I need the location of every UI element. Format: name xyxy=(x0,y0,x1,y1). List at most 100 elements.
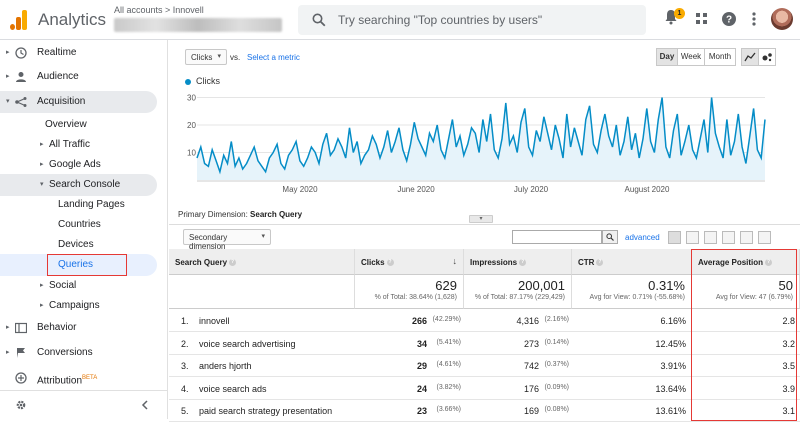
sidebar-footer xyxy=(0,390,167,419)
more-vert-icon[interactable] xyxy=(752,12,756,26)
chart-svg: 30 20 10 May 2020 June 2020 July 2020 August 2… xyxy=(187,94,766,194)
select-metric-link[interactable]: Select a metric xyxy=(247,53,300,62)
column-header-clicks[interactable]: Clicks? ↓ xyxy=(355,249,464,275)
column-header-search-query[interactable]: Search Query? xyxy=(169,249,355,275)
sidebar-item-label: Realtime xyxy=(37,47,77,58)
sidebar-item-attribution[interactable]: AttributionBETA xyxy=(0,367,157,389)
sidebar-item-google-ads[interactable]: ▸ Google Ads xyxy=(0,154,157,176)
search-icon xyxy=(312,13,326,27)
sidebar-item-behavior[interactable]: ▸ Behavior xyxy=(0,317,157,339)
clock-icon xyxy=(15,47,27,59)
clicks-cell: 23 xyxy=(416,406,427,416)
breadcrumb[interactable]: All accounts > Innovell xyxy=(114,5,204,15)
table-view-icon[interactable] xyxy=(668,231,681,244)
user-avatar[interactable] xyxy=(771,8,793,30)
sidebar-item-devices[interactable]: Devices xyxy=(0,234,157,256)
line-chart-icon xyxy=(744,52,756,62)
search-query-cell[interactable]: voice search advertising xyxy=(199,338,296,349)
ctr-cell: 13.61% xyxy=(655,406,686,416)
sidebar-item-acquisition[interactable]: ▾ Acquisition xyxy=(0,91,157,113)
clicks-percent-cell: (3.82%) xyxy=(436,383,461,391)
help-icon[interactable]: ? xyxy=(722,12,736,26)
expand-arrow-icon: ▸ xyxy=(6,49,10,56)
search-query-cell[interactable]: voice search ads xyxy=(199,383,267,394)
performance-view-icon[interactable] xyxy=(704,231,717,244)
app-title: Analytics xyxy=(38,10,107,29)
total-clicks: 629% of Total: 38.64% (1,628) xyxy=(355,275,464,309)
clicks-percent-cell: (42.29%) xyxy=(432,316,461,323)
vs-label: vs. xyxy=(230,53,241,62)
expand-arrow-icon: ▸ xyxy=(40,161,44,168)
chart-legend: Clicks xyxy=(196,76,220,86)
expand-arrow-icon: ▸ xyxy=(6,73,10,80)
totals-label-cell xyxy=(169,275,355,309)
motion-chart-toggle[interactable] xyxy=(758,48,776,66)
sidebar-item-label: Campaigns xyxy=(49,300,100,311)
period-week-button[interactable]: Week xyxy=(677,48,705,66)
column-header-impressions[interactable]: Impressions? xyxy=(464,249,572,275)
sidebar-item-campaigns[interactable]: ▸ Campaigns xyxy=(0,295,157,317)
expand-arrow-icon: ▸ xyxy=(40,141,44,148)
sidebar-item-label: All Traffic xyxy=(49,139,90,150)
chart-resize-handle[interactable]: ▾ xyxy=(469,215,493,223)
sidebar-item-label: Google Ads xyxy=(49,159,101,170)
secondary-dimension-select[interactable]: Secondary dimension ▾ xyxy=(183,229,271,251)
pie-view-icon[interactable] xyxy=(686,231,699,244)
period-day-button[interactable]: Day xyxy=(656,48,678,66)
table-search-input[interactable] xyxy=(512,230,602,244)
sidebar-item-conversions[interactable]: ▸ Conversions xyxy=(0,342,157,364)
help-icon[interactable]: ? xyxy=(229,259,237,267)
line-chart-toggle[interactable] xyxy=(741,48,759,66)
help-icon[interactable]: ? xyxy=(596,259,604,267)
expand-arrow-icon: ▸ xyxy=(6,324,10,331)
total-average-position: 50 Avg for View: 47 (6.79%) xyxy=(692,275,800,309)
help-icon[interactable]: ? xyxy=(386,259,394,267)
attribution-icon xyxy=(15,372,27,384)
beta-badge: BETA xyxy=(82,375,98,381)
clicks-cell: 24 xyxy=(416,383,427,394)
sidebar-item-landing-pages[interactable]: Landing Pages xyxy=(0,194,157,216)
metric-select[interactable]: Clicks ▾ xyxy=(185,49,227,65)
period-month-button[interactable]: Month xyxy=(704,48,736,66)
chevron-down-icon: ▾ xyxy=(261,233,265,240)
x-tick-label: August 2020 xyxy=(625,185,670,194)
sidebar-item-label: Search Console xyxy=(49,179,121,190)
advanced-filter-link[interactable]: advanced xyxy=(625,233,660,242)
pivot-view-icon[interactable] xyxy=(758,231,771,244)
sidebar-item-social[interactable]: ▸ Social xyxy=(0,275,157,297)
account-selector[interactable] xyxy=(114,18,282,32)
search-query-cell[interactable]: innovell xyxy=(199,316,230,326)
search-query-cell[interactable]: paid search strategy presentation xyxy=(199,406,333,416)
help-icon[interactable]: ? xyxy=(765,259,773,267)
search-bar[interactable]: Try searching "Top countries by users" xyxy=(298,5,646,35)
analytics-logo[interactable] xyxy=(10,10,28,30)
primary-dimension-value[interactable]: Search Query xyxy=(250,210,303,219)
impressions-percent-cell: (2.16%) xyxy=(544,316,569,323)
search-query-cell[interactable]: anders hjorth xyxy=(199,361,252,371)
sidebar-item-overview[interactable]: Overview xyxy=(0,114,157,136)
table-search-button[interactable] xyxy=(602,230,618,244)
sidebar-item-label: Overview xyxy=(45,119,87,130)
sidebar-item-label: Landing Pages xyxy=(58,199,125,210)
collapse-sidebar-icon[interactable] xyxy=(141,400,149,410)
help-icon[interactable]: ? xyxy=(519,259,527,267)
impressions-percent-cell: (0.08%) xyxy=(544,406,569,413)
gear-icon[interactable] xyxy=(15,399,27,411)
notifications-icon[interactable] xyxy=(664,9,678,25)
sidebar-item-queries[interactable]: Queries xyxy=(0,254,157,276)
sidebar-item-audience[interactable]: ▸ Audience xyxy=(0,66,157,88)
term-cloud-view-icon[interactable] xyxy=(740,231,753,244)
sidebar-item-search-console[interactable]: ▾ Search Console xyxy=(0,174,157,196)
average-position-cell: 3.2 xyxy=(782,338,795,349)
impressions-percent-cell: (0.37%) xyxy=(544,361,569,368)
comparison-view-icon[interactable] xyxy=(722,231,735,244)
sidebar-item-realtime[interactable]: ▸ Realtime xyxy=(0,42,157,64)
sidebar-item-countries[interactable]: Countries xyxy=(0,214,157,236)
apps-grid-icon[interactable] xyxy=(696,13,708,25)
sidebar-item-label: Audience xyxy=(37,71,79,82)
sidebar-item-all-traffic[interactable]: ▸ All Traffic xyxy=(0,134,157,156)
column-header-ctr[interactable]: CTR? xyxy=(572,249,692,275)
column-header-average-position[interactable]: Average Position? xyxy=(692,249,800,275)
average-position-cell: 3.9 xyxy=(782,383,795,394)
legend-dot-icon xyxy=(185,79,191,85)
